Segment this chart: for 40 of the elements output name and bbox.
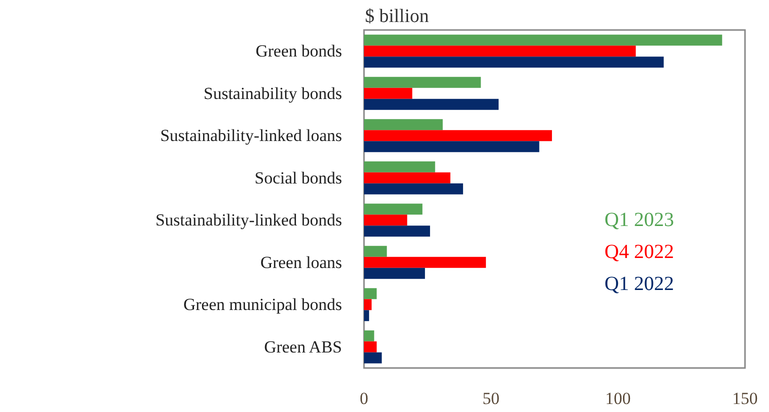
bar <box>364 256 486 268</box>
x-axis-title: $ billion <box>365 6 430 27</box>
bar <box>364 288 377 300</box>
bar <box>364 98 499 110</box>
bar <box>364 204 422 215</box>
bar <box>364 119 443 130</box>
bar <box>364 34 722 46</box>
bar <box>364 161 436 172</box>
text: Q1 2023 <box>604 209 674 231</box>
bar <box>364 214 408 226</box>
bar <box>364 352 382 364</box>
text: Q4 2022 <box>604 241 674 263</box>
bar <box>364 46 636 57</box>
y-tick-label: Green municipal bonds <box>183 295 342 314</box>
y-tick-label: Green ABS <box>264 337 342 356</box>
y-tick-label: Sustainability-linked bonds <box>155 210 342 230</box>
text: Q1 2022 <box>604 273 674 295</box>
bar <box>364 183 464 194</box>
y-tick-label: Green bonds <box>256 42 342 61</box>
bar <box>364 341 377 352</box>
bar <box>364 130 552 142</box>
x-tick-label: 150 <box>732 389 758 408</box>
bar <box>364 226 430 237</box>
y-tick-label: Sustainability-linked loans <box>160 126 342 146</box>
y-tick-label: Sustainability bonds <box>204 84 342 103</box>
bar <box>364 172 450 184</box>
bar <box>364 76 481 88</box>
bar <box>364 141 540 152</box>
x-tick-label: 50 <box>482 389 500 408</box>
y-tick-label: Social bonds <box>254 168 342 188</box>
y-tick-label: Green loans <box>260 252 342 272</box>
bar <box>364 310 370 322</box>
x-tick-label: 0 <box>360 389 368 408</box>
x-tick-label: 100 <box>605 389 631 408</box>
bar <box>364 299 372 310</box>
bar <box>364 268 425 279</box>
bar <box>364 88 412 99</box>
bar <box>364 246 387 257</box>
bar <box>364 330 374 342</box>
bar <box>364 56 664 68</box>
